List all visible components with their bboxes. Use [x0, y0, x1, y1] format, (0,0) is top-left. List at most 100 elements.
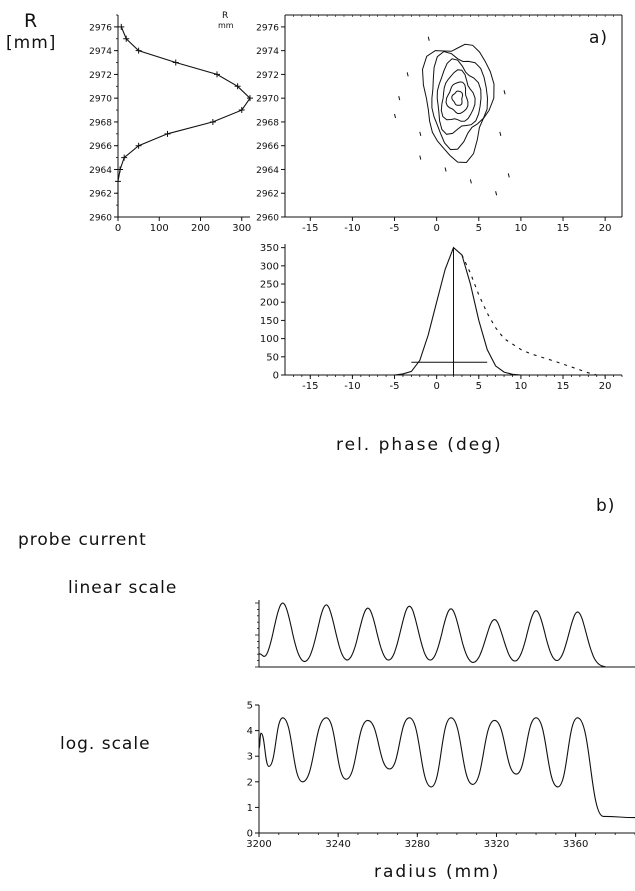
- contour-level: [436, 58, 482, 135]
- contour-ytick-label: 2968: [256, 118, 279, 128]
- projection-xtick-label: 5: [476, 381, 482, 392]
- projection-xtick-label: 20: [599, 381, 612, 392]
- radial-point-marker: [118, 23, 125, 30]
- contour-ytick-label: 2966: [256, 142, 279, 152]
- panel-a-label: a): [589, 28, 609, 48]
- contour-scatter-point: [419, 131, 422, 136]
- radial-point-marker: [115, 214, 121, 220]
- log-xtick-label: 3360: [563, 839, 588, 850]
- contour-ytick-label: 2962: [256, 190, 279, 200]
- radial-xtick-label: 0: [115, 223, 121, 234]
- radial-point-marker: [135, 47, 142, 54]
- radial-point-marker: [164, 130, 171, 137]
- contour-level: [445, 81, 469, 114]
- panel-b-label: b): [596, 496, 616, 516]
- r-unit-label: [mm]: [6, 33, 57, 53]
- contour-scatter-point: [419, 155, 422, 160]
- contour-xtick-label: 5: [476, 223, 482, 234]
- contour-xtick-label: 10: [515, 223, 528, 234]
- linear-probe-curve: [258, 602, 606, 668]
- projection-ytick-label: 50: [266, 352, 279, 363]
- r-axis-label: R: [24, 10, 39, 32]
- phase-axis-title: rel. phase (deg): [336, 435, 503, 455]
- projection-ytick-label: 250: [260, 280, 279, 291]
- projection-ytick-label: 200: [260, 298, 279, 309]
- contour-level: [451, 90, 464, 106]
- contour-ytick-label: 2972: [256, 71, 279, 81]
- log-ytick-label: 0: [247, 829, 253, 840]
- contour-scatter-point: [406, 72, 409, 77]
- contour-level: [421, 43, 495, 164]
- radial-point-marker: [238, 107, 245, 114]
- projection-xtick-label: -15: [302, 381, 318, 392]
- contour-scatter-point: [394, 113, 397, 119]
- contour-xtick-label: 15: [557, 223, 570, 234]
- log-ytick-label: 1: [247, 803, 253, 814]
- projection-xtick-label: 15: [557, 381, 570, 392]
- projection-xtick-label: 10: [515, 381, 528, 392]
- radial-xtick-label: 300: [232, 223, 251, 234]
- contour-scatter-point: [444, 167, 447, 172]
- corner-r-label: R: [222, 11, 229, 21]
- radial-point-marker: [214, 71, 220, 78]
- radial-point-marker: [121, 154, 128, 161]
- projection-xtick-label: -10: [344, 381, 360, 392]
- radial-ytick-label: 2966: [89, 142, 112, 152]
- contour-scatter-point: [495, 191, 498, 196]
- projection-ytick-label: 300: [260, 261, 279, 272]
- contour-ytick-label: 2964: [256, 166, 279, 176]
- log-xtick-label: 3280: [405, 839, 430, 850]
- radial-xtick-label: 200: [191, 223, 210, 234]
- contour-scatter-point: [427, 36, 430, 41]
- contour-xtick-label: 20: [599, 223, 612, 234]
- log-xtick-label: 3320: [484, 839, 509, 850]
- radial-ytick-label: 2972: [89, 71, 112, 81]
- radial-ytick-label: 2960: [89, 214, 112, 224]
- contour-scatter-point: [507, 173, 510, 178]
- radial-ytick-label: 2968: [89, 118, 112, 128]
- radial-point-marker: [115, 178, 121, 185]
- contour-ytick-label: 2960: [256, 214, 279, 224]
- projection-xtick-label: 0: [433, 381, 439, 392]
- projection-xtick-label: -5: [390, 381, 400, 392]
- projection-main-curve: [394, 246, 521, 376]
- log-ytick-label: 2: [247, 777, 253, 788]
- contour-ytick-label: 2976: [256, 23, 279, 33]
- contour-ytick-label: 2970: [256, 95, 279, 105]
- contour-scatter-point: [398, 96, 401, 101]
- log-xtick-label: 3200: [246, 839, 271, 850]
- log-probe-curve: [258, 717, 635, 819]
- contour-xtick-label: -5: [390, 223, 400, 234]
- corner-mm-label: mm: [218, 21, 234, 30]
- radial-ytick-label: 2970: [89, 95, 112, 105]
- radial-point-marker: [247, 95, 253, 102]
- projection-ytick-label: 150: [260, 316, 279, 327]
- probe-current-label: probe current: [18, 530, 147, 550]
- contour-ytick-label: 2974: [256, 47, 279, 57]
- contour-xtick-label: 0: [433, 223, 439, 234]
- log-xtick-label: 3240: [325, 839, 350, 850]
- log-ytick-label: 4: [247, 726, 253, 737]
- radial-point-marker: [117, 166, 124, 173]
- contour-scatter-point: [499, 131, 502, 136]
- log-ytick-label: 3: [247, 752, 253, 763]
- log-scale-label: log. scale: [60, 734, 151, 754]
- linear-scale-label: linear scale: [68, 578, 178, 598]
- radial-ytick-label: 2964: [89, 166, 112, 176]
- contour-xtick-label: -15: [302, 223, 318, 234]
- radial-point-marker: [172, 59, 179, 66]
- radial-ytick-label: 2962: [89, 190, 112, 200]
- log-ytick-label: 5: [247, 701, 253, 712]
- contour-scatter-point: [469, 179, 472, 184]
- projection-ytick-label: 100: [260, 334, 279, 345]
- radial-profile-line: [117, 26, 251, 217]
- radial-point-marker: [209, 118, 216, 125]
- contour-xtick-label: -10: [344, 223, 360, 234]
- radial-point-marker: [123, 35, 130, 42]
- projection-ytick-label: 0: [273, 371, 279, 382]
- radial-xtick-label: 100: [150, 223, 169, 234]
- radial-point-marker: [234, 83, 241, 90]
- contour-level: [431, 50, 489, 151]
- radius-axis-title: radius (mm): [374, 862, 501, 882]
